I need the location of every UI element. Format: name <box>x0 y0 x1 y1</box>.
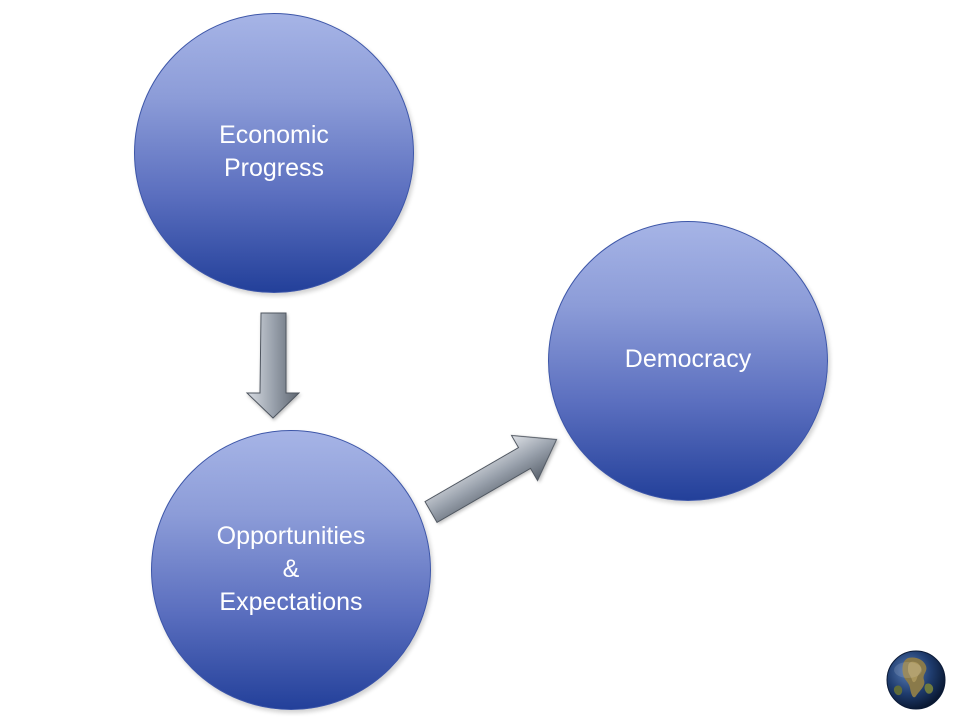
node-economic-progress: Economic Progress <box>134 13 414 293</box>
node-democracy: Democracy <box>548 221 828 501</box>
node-label-democracy: Democracy <box>624 344 752 373</box>
globe-icon <box>886 650 946 710</box>
arrow-opportunities-to-democracy <box>424 434 558 524</box>
node-label-economic-progress: Economic Progress <box>219 121 329 182</box>
node-label-opportunities-expectations: Opportunities & Expectations <box>216 521 366 616</box>
node-opportunities-expectations: Opportunities & Expectations <box>151 430 431 710</box>
arrow-economic-to-opportunities <box>245 312 301 419</box>
